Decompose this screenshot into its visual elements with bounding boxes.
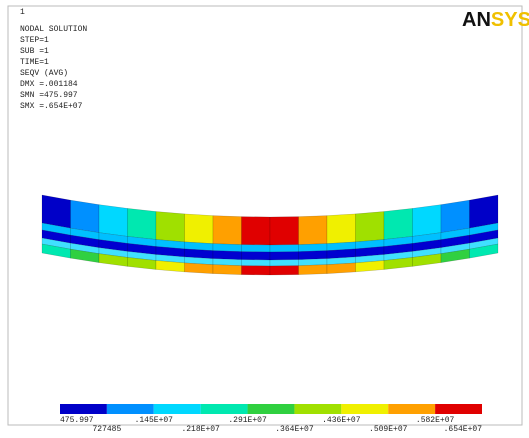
beam-element — [242, 252, 271, 260]
legend-label: .436E+07 — [322, 416, 361, 425]
beam-element — [299, 244, 328, 252]
legend-label: .218E+07 — [181, 425, 220, 433]
header-line: DMX =.001184 — [20, 80, 78, 89]
legend-swatch — [107, 404, 154, 414]
legend-swatch — [154, 404, 201, 414]
legend-label: .582E+07 — [416, 416, 455, 425]
beam-element — [99, 205, 128, 237]
beam-element — [185, 263, 214, 274]
logo: ANSYS — [462, 9, 529, 31]
legend-swatch — [248, 404, 295, 414]
beam-element — [270, 266, 299, 275]
legend-swatch — [201, 404, 248, 414]
beam-element — [242, 245, 271, 252]
legend-label: .509E+07 — [369, 425, 408, 433]
beam-element — [270, 260, 299, 266]
legend-swatch — [341, 404, 388, 414]
legend-label: .364E+07 — [275, 425, 314, 433]
legend-label: .654E+07 — [444, 425, 483, 433]
beam-element — [242, 260, 271, 266]
beam-element — [270, 245, 299, 252]
legend-swatch — [435, 404, 482, 414]
beam-element — [441, 200, 470, 232]
legend-swatch — [294, 404, 341, 414]
legend-label: 475.997 — [60, 416, 94, 425]
logo-left: AN — [462, 9, 491, 31]
beam-element — [270, 217, 299, 245]
legend-label: .145E+07 — [135, 416, 174, 425]
header-line: SMN =475.997 — [20, 91, 78, 100]
beam-element — [213, 216, 242, 245]
beam-element — [299, 251, 328, 260]
legend-swatch — [388, 404, 435, 414]
beam-element — [242, 266, 271, 275]
legend-swatch — [60, 404, 107, 414]
beam-element — [299, 216, 328, 245]
beam-element — [213, 251, 242, 260]
beam-element — [128, 208, 157, 239]
beam-element — [270, 252, 299, 260]
beam-element — [242, 217, 271, 245]
beam-element — [384, 208, 413, 239]
header-line: SMX =.654E+07 — [20, 102, 83, 111]
beam-element — [213, 265, 242, 275]
beam-element — [356, 212, 385, 242]
beam-element — [71, 200, 100, 232]
header-line: STEP=1 — [20, 36, 49, 45]
beam-element — [213, 244, 242, 252]
header-line: SEQV (AVG) — [20, 69, 68, 78]
beam-element — [470, 195, 499, 228]
beam-element — [413, 205, 442, 237]
header-line: SUB =1 — [20, 47, 49, 56]
beam-element — [327, 263, 356, 274]
header-line: NODAL SOLUTION — [20, 25, 87, 34]
legend-label: 727485 — [92, 425, 121, 433]
beam-element — [185, 214, 214, 244]
window-number: 1 — [20, 8, 25, 17]
beam-element — [156, 212, 185, 242]
logo-right: SYS — [491, 9, 529, 31]
header-line: TIME=1 — [20, 58, 49, 67]
beam-element — [327, 214, 356, 244]
beam-element — [42, 195, 71, 228]
legend-label: .291E+07 — [228, 416, 267, 425]
beam-element — [299, 265, 328, 275]
ansys-window: 1 NODAL SOLUTION STEP=1 SUB =1 TIME=1 SEQV (… — [0, 0, 529, 433]
